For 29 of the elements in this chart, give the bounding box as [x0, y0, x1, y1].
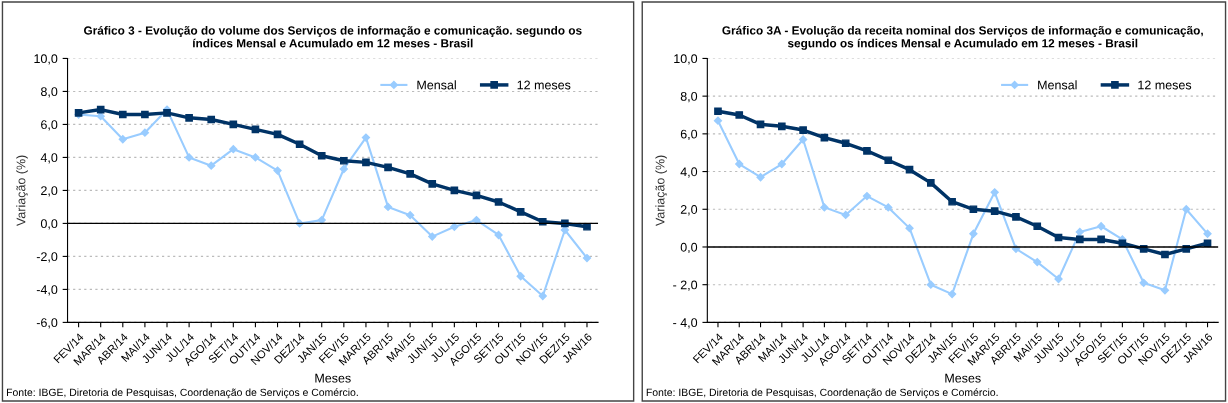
- y-tick-label: 6,0: [680, 129, 698, 140]
- y-tick-label: 8,0: [40, 87, 58, 98]
- y-tick-label: -4,0: [36, 285, 58, 296]
- source-note: Fonte: IBGE, Diretoria de Pesquisas, Coordenação de Serviços e Comércio.: [6, 388, 358, 399]
- y-tick-label: - 4,0: [673, 318, 698, 329]
- chart-title: Gráfico 3A - Evolução da receita nominal dos Serviços de informação e comunicação, segundo os índices Mensal e Acumulado em 12 meses - Brasil: [722, 25, 1203, 50]
- y-tick-label: - 2,0: [673, 280, 698, 291]
- y-tick-label: 4,0: [40, 153, 58, 164]
- y-tick-label: 0,0: [680, 242, 698, 254]
- x-axis-title: Meses: [315, 373, 351, 383]
- legend-label: 12 meses: [517, 80, 571, 90]
- y-tick-label: 10,0: [34, 54, 58, 65]
- y-tick-label: -6,0: [36, 318, 58, 329]
- y-tick-label: -2,0: [36, 252, 58, 263]
- y-tick-label: 0,0: [40, 219, 58, 230]
- y-tick-label: 2,0: [680, 205, 698, 216]
- legend-label: Mensal: [1038, 80, 1077, 90]
- source-note: Fonte: IBGE, Diretoria de Pesquisas, Coordenação de Serviços e Comércio.: [646, 388, 998, 399]
- y-tick-label: 2,0: [41, 186, 58, 197]
- chart-title: Gráfico 3 - Evolução do volume dos Serviços de informação e comunicação. segundo os índices Mensal e Acumulado em 12 meses - Brasil: [84, 25, 582, 48]
- y-tick-label: 10,0: [674, 54, 698, 65]
- legend-label: Mensal: [417, 80, 456, 90]
- x-axis-title: Meses: [945, 373, 981, 383]
- y-tick-label: 8,0: [680, 91, 698, 103]
- legend-label: 12 meses: [1138, 80, 1192, 90]
- y-axis-title: Variação (%): [655, 155, 668, 227]
- y-axis-title: Variação (%): [16, 155, 28, 227]
- y-tick-label: 6,0: [41, 120, 58, 131]
- y-tick-label: 4,0: [680, 167, 698, 178]
